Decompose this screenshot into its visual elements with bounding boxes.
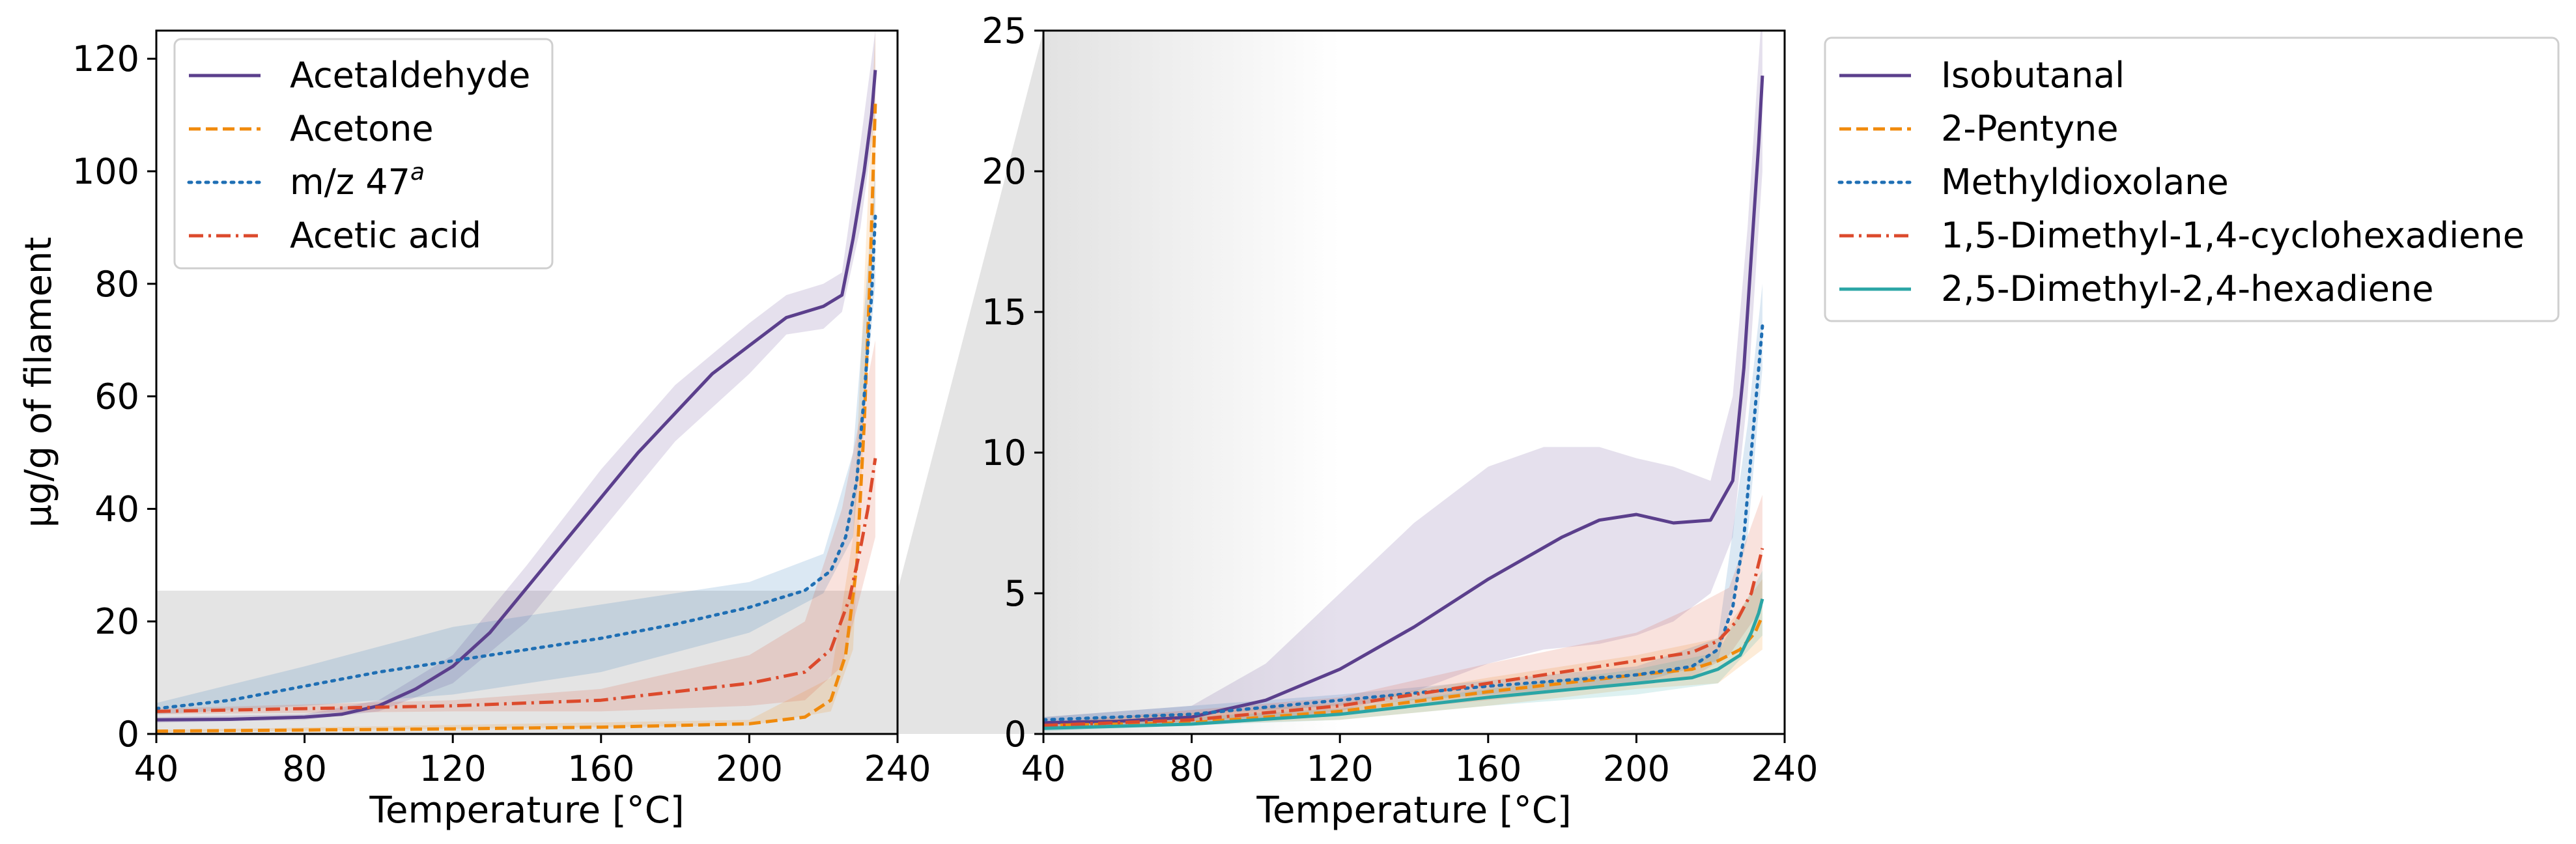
series-1-5-dimethyl-1-4-cyclohexadiene [1043, 548, 1764, 727]
y-tick-label: 5 [1004, 573, 1026, 614]
series-methyldioxolane [1043, 324, 1764, 722]
x-tick-label: 40 [134, 748, 179, 789]
y-tick-label: 60 [94, 376, 139, 417]
x-tick-label: 120 [419, 748, 487, 789]
y-tick-label: 10 [982, 432, 1026, 473]
y-tick-label: 120 [72, 38, 139, 79]
x-axis-label: Temperature [°C] [369, 789, 684, 832]
plot-frame [155, 29, 899, 735]
band-2-5-dimethyl-2-4-hexadiene [1043, 570, 1762, 731]
y-tick-label: 20 [982, 151, 1026, 192]
y-tick-label: 15 [982, 292, 1026, 333]
x-tick-label: 80 [1169, 748, 1214, 789]
legend-entry: Acetic acid [290, 215, 481, 256]
chart-right: 40 80 120 160 200 240 0 5 10 15 20 25 Temperature [… [982, 10, 2560, 832]
band-acetaldehyde [156, 31, 875, 723]
series-acetaldehyde [156, 70, 877, 722]
legend-entry: 2-Pentyne [1941, 108, 2119, 149]
y-tick-label: 100 [72, 151, 139, 192]
legend-entry: 2,5-Dimethyl-2,4-hexadiene [1941, 268, 2433, 309]
legend-entry: Acetaldehyde [290, 55, 530, 96]
x-tick-label: 200 [716, 748, 783, 789]
x-tick-label: 200 [1603, 748, 1670, 789]
x-tick-label: 240 [1751, 748, 1818, 789]
legend-entry: m/z 47 [290, 162, 410, 203]
x-tick-label: 160 [567, 748, 634, 789]
band-isobutanal [1043, 31, 1762, 729]
band-1-5-dimethyl-1-4-cyclohexadiene [1043, 494, 1762, 729]
legend: Acetaldehyde Acetone m/z 47a Acetic acid [173, 38, 554, 270]
svg-text:m/z 47a: m/z 47a [290, 159, 425, 203]
chart-left: 40 80 120 160 200 240 0 20 40 60 80 100 120 Temperat… [18, 29, 931, 832]
band-2-pentyne [1043, 579, 1762, 729]
x-axis-label: Temperature [°C] [1256, 789, 1571, 832]
series-m-z-47 [156, 214, 877, 710]
legend-entry: Isobutanal [1941, 55, 2125, 96]
zoom-connector [898, 31, 1043, 734]
legend-entry: Methyldioxolane [1941, 162, 2229, 203]
series-isobutanal [1043, 75, 1764, 725]
x-tick-label: 40 [1021, 748, 1066, 789]
plot-frame [1042, 29, 1786, 735]
x-tick-label: 80 [282, 748, 327, 789]
y-axis-label: µg/g of filament [18, 237, 60, 528]
x-tick-label: 120 [1307, 748, 1374, 789]
x-tick-label: 160 [1454, 748, 1522, 789]
zoom-gradient [1043, 31, 1785, 734]
legend: Isobutanal 2-Pentyne Methyldioxolane 1,5… [1824, 36, 2560, 322]
y-tick-label: 25 [982, 10, 1026, 51]
series-2-5-dimethyl-2-4-hexadiene [1043, 598, 1764, 730]
legend-entry: Acetone [290, 108, 434, 149]
y-tick-label: 20 [94, 601, 139, 642]
series-acetic-acid [156, 458, 877, 713]
y-tick-label: 80 [94, 264, 139, 305]
x-tick-label: 240 [864, 748, 931, 789]
y-tick-label: 0 [1004, 714, 1026, 755]
y-tick-label: 0 [117, 714, 139, 755]
legend-entry: 1,5-Dimethyl-1,4-cyclohexadiene [1941, 215, 2525, 256]
band-acetic-acid [156, 340, 875, 714]
legend-superscript: a [410, 159, 425, 186]
y-tick-label: 40 [94, 488, 139, 529]
